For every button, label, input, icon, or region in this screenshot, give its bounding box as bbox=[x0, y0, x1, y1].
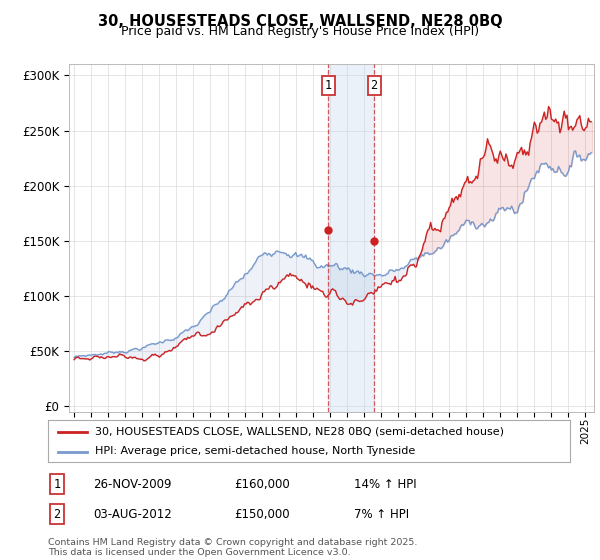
Text: £160,000: £160,000 bbox=[234, 478, 290, 491]
Text: 2: 2 bbox=[371, 79, 377, 92]
Text: 7% ↑ HPI: 7% ↑ HPI bbox=[354, 507, 409, 521]
Text: HPI: Average price, semi-detached house, North Tyneside: HPI: Average price, semi-detached house,… bbox=[95, 446, 415, 456]
Text: 03-AUG-2012: 03-AUG-2012 bbox=[93, 507, 172, 521]
Text: 14% ↑ HPI: 14% ↑ HPI bbox=[354, 478, 416, 491]
Text: Price paid vs. HM Land Registry's House Price Index (HPI): Price paid vs. HM Land Registry's House … bbox=[121, 25, 479, 38]
Text: 1: 1 bbox=[53, 478, 61, 491]
Text: 26-NOV-2009: 26-NOV-2009 bbox=[93, 478, 172, 491]
Text: 2: 2 bbox=[53, 507, 61, 521]
Text: 30, HOUSESTEADS CLOSE, WALLSEND, NE28 0BQ: 30, HOUSESTEADS CLOSE, WALLSEND, NE28 0B… bbox=[98, 14, 502, 29]
Text: Contains HM Land Registry data © Crown copyright and database right 2025.
This d: Contains HM Land Registry data © Crown c… bbox=[48, 538, 418, 557]
Text: £150,000: £150,000 bbox=[234, 507, 290, 521]
Text: 30, HOUSESTEADS CLOSE, WALLSEND, NE28 0BQ (semi-detached house): 30, HOUSESTEADS CLOSE, WALLSEND, NE28 0B… bbox=[95, 427, 504, 437]
Text: 1: 1 bbox=[325, 79, 332, 92]
Bar bbox=[328, 64, 374, 412]
